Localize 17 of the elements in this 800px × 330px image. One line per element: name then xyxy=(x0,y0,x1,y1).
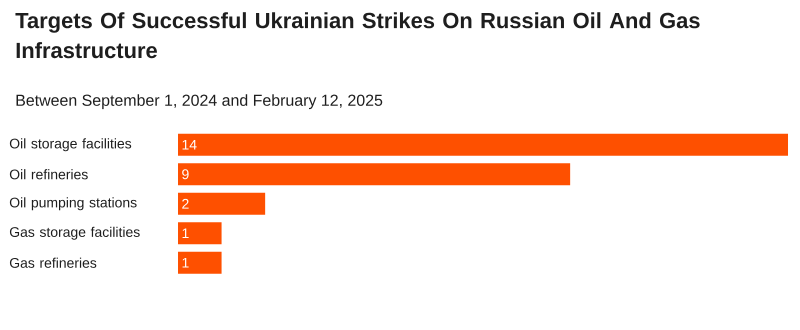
y-tick-label: Oil pumping stations xyxy=(10,197,137,210)
y-tick-label: Gas refineries xyxy=(10,258,96,268)
data-label: 1 xyxy=(182,228,189,238)
data-label: 2 xyxy=(182,198,189,209)
data-label: 1 xyxy=(182,258,189,268)
data-label: 14 xyxy=(182,140,197,150)
data-label: 9 xyxy=(182,169,189,180)
chart-title: Targets Of Successful Ukrainian Strikes On Russian Oil And Gas Infrastructure xyxy=(15,12,700,58)
bar xyxy=(178,192,266,215)
bar xyxy=(178,134,788,156)
bar xyxy=(178,222,222,244)
y-tick-label: Oil refineries xyxy=(10,169,88,180)
y-tick-label: Oil storage facilities xyxy=(10,138,132,152)
y-tick-label: Gas storage facilities xyxy=(10,226,140,240)
bar xyxy=(178,163,570,186)
chart-subtitle: Between September 1, 2024 and February 12, 2025 xyxy=(16,94,382,110)
bar xyxy=(178,252,222,274)
